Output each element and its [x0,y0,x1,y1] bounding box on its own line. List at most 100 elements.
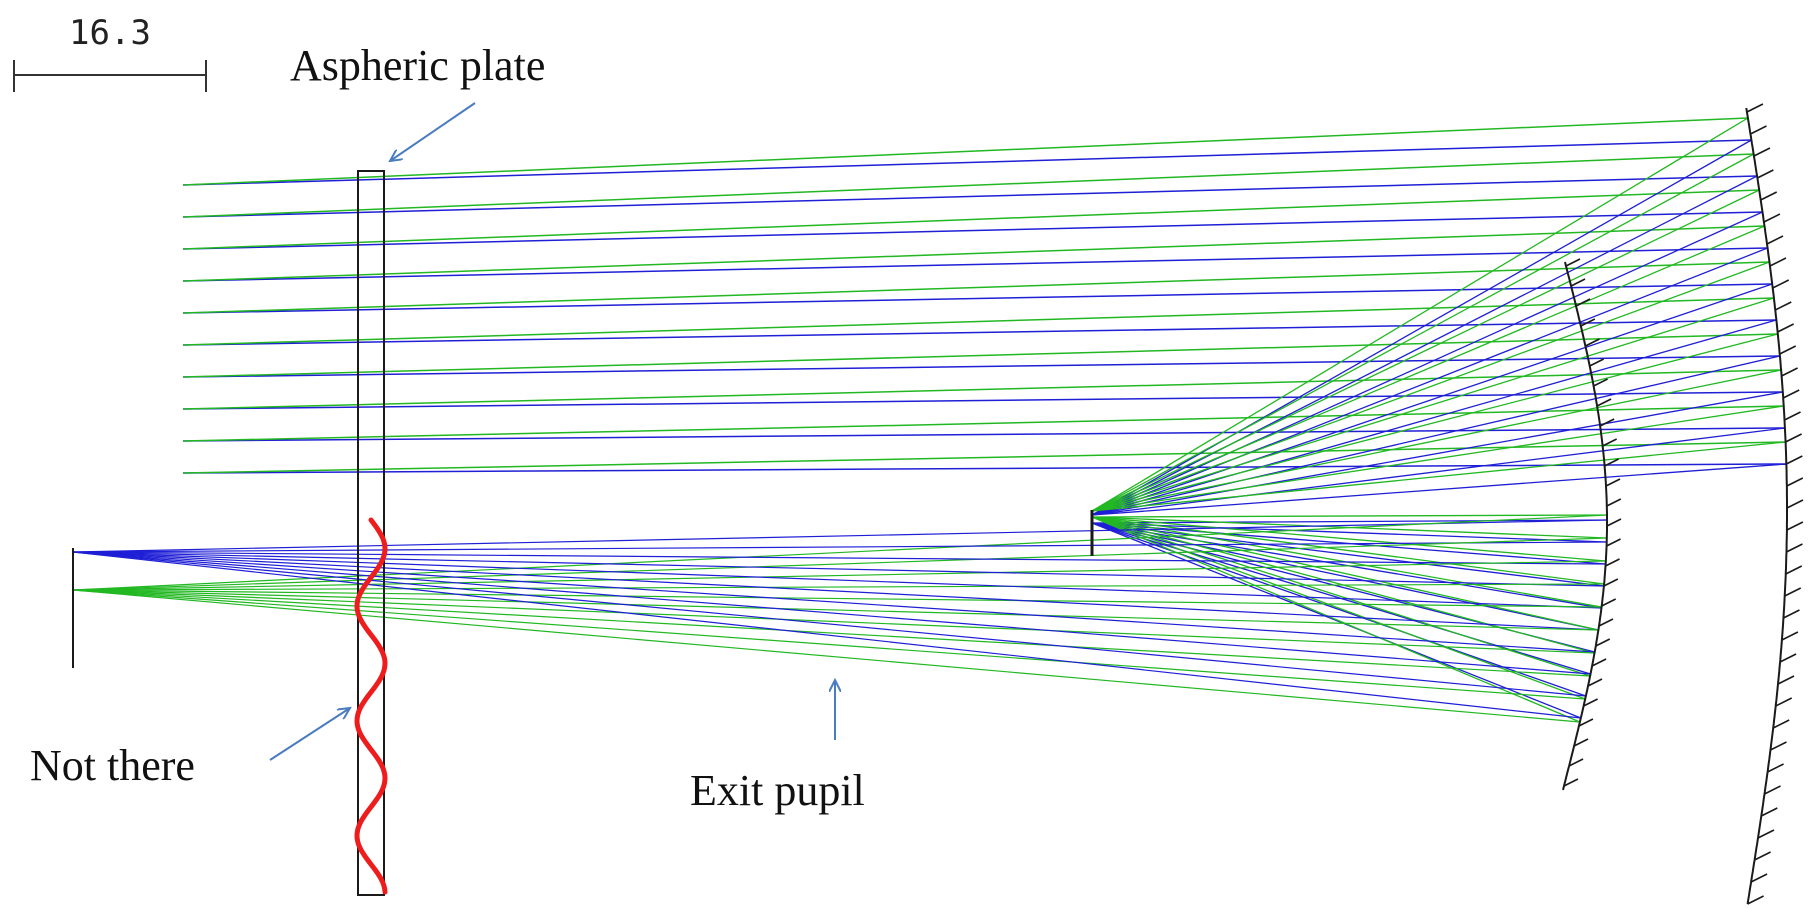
hatch-mark [1578,718,1594,727]
ray-reflect-primary-blue [1091,319,1777,516]
ray-reflect-primary-green [1091,117,1749,512]
hatch-mark [1757,829,1775,839]
hatch-mark [1779,653,1797,663]
hatch-mark [1786,477,1804,487]
ray-to-image-green [72,589,1595,654]
ray-reflect-primary-blue [1091,175,1758,516]
hatch-mark [1785,455,1803,465]
hatch-mark [1753,147,1771,157]
hatch-mark [1593,378,1608,387]
hatch-mark [1599,418,1615,427]
hatch-mark [1598,618,1614,627]
ray-to-image-green [72,514,1607,591]
hatch-mark [1764,785,1781,795]
ray-incoming-blue [182,391,1783,410]
hatch-mark [1603,578,1619,587]
ray-reflect-primary-green [1091,369,1782,512]
ray-to-image-green [72,589,1591,677]
ray-incoming-blue [182,139,1752,186]
aspheric-plate-arrow [390,102,476,161]
hatch-mark [1606,518,1622,527]
hatch-mark [1786,521,1804,531]
ray-incoming-blue [182,319,1777,346]
ray-to-image-blue [72,551,1602,609]
hatch-mark [1604,458,1619,467]
hatch-mark [1781,367,1798,377]
ray-to-secondary-green [1091,516,1605,585]
ray-to-image-green [72,560,1606,591]
hatch-mark [1601,598,1617,607]
ray-to-image-blue [72,551,1604,587]
ray-to-image-blue [72,551,1591,675]
ray-reflect-primary-green [1091,441,1786,512]
ray-reflect-primary-blue [1091,427,1786,516]
exit-pupil-label: Exit pupil [690,766,865,815]
hatch-mark [1595,638,1611,647]
ray-reflect-primary-blue [1091,211,1763,516]
ray-reflect-primary-blue [1091,283,1773,516]
aspheric-plate-label: Aspheric plate [290,41,545,90]
hatch-mark [1760,191,1778,201]
ray-to-secondary-green [1091,514,1607,518]
ray-reflect-primary-green [1091,153,1754,512]
hatch-mark [1775,697,1793,707]
ray-incoming-green [182,405,1784,442]
ray-incoming-green [182,117,1748,186]
primary-mirror [1745,107,1788,905]
not-there-arrow [269,708,350,761]
ray-reflect-primary-green [1091,189,1760,512]
hatch-mark [1772,279,1790,289]
hatch-mark [1767,763,1784,773]
ray-to-secondary-blue [1091,522,1604,587]
hatch-mark [1563,778,1579,787]
ray-incoming-green [182,441,1786,474]
hatch-mark [1754,851,1771,861]
ray-reflect-primary-blue [1091,463,1787,516]
hatch-mark [1763,213,1781,223]
hatch-mark [1747,895,1764,905]
ray-to-secondary-blue [1091,519,1608,524]
hatch-mark [1575,298,1591,307]
ray-reflect-primary-green [1091,225,1765,512]
mirror-hatching [1563,103,1804,905]
ray-to-image-green [72,537,1607,591]
ray-to-image-green [72,583,1605,591]
ray-to-secondary-blue [1091,522,1582,719]
hatch-mark [1605,558,1620,567]
ray-incoming-green [182,369,1782,410]
hatch-mark [1596,398,1612,407]
ray-to-image-blue [72,551,1599,631]
hatch-mark [1746,103,1764,113]
secondary-mirror [1562,261,1608,791]
hatch-mark [1585,338,1600,347]
ray-to-image-blue [72,551,1586,697]
ray-to-image-green [72,589,1602,608]
ray-incoming-blue [182,283,1773,314]
ray-reflect-primary-blue [1091,355,1781,516]
hatch-mark [1570,278,1586,287]
ray-reflect-primary-blue [1091,139,1752,516]
hatch-mark [1786,499,1804,509]
hatch-mark [1750,873,1768,883]
hatch-mark [1783,609,1800,619]
hatch-mark [1766,235,1784,245]
ray-to-secondary-green [1091,516,1606,562]
hatch-mark [1589,358,1605,367]
hatch-mark [1785,433,1802,443]
hatch-mark [1760,807,1778,817]
hatch-mark [1750,125,1767,135]
hatch-mark [1602,438,1618,447]
hatch-mark [1769,257,1787,267]
hatch-mark [1772,719,1790,729]
ray-incoming-green [182,297,1774,346]
hatch-mark [1784,411,1801,421]
hatch-mark [1781,631,1799,641]
hatch-mark [1777,323,1794,333]
ray-to-image-green [72,589,1586,700]
ray-incoming-green [182,189,1760,250]
ray-to-secondary-blue [1091,522,1607,543]
mirrors [1562,103,1804,905]
hatch-mark [1782,389,1800,399]
hatch-mark [1757,169,1774,179]
ray-to-image-green [72,589,1599,631]
